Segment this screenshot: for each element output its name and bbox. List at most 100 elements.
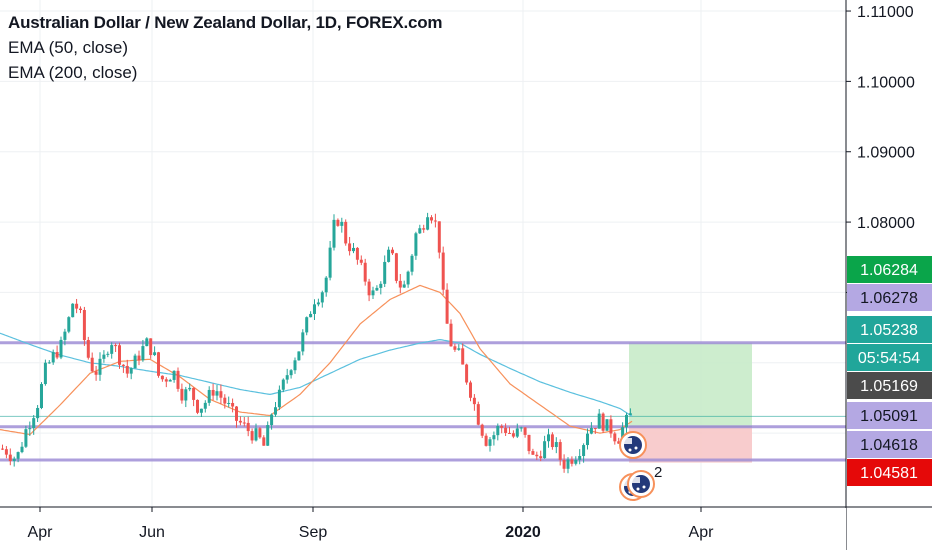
candle-body[interactable] [71, 303, 75, 318]
candle-body[interactable] [153, 352, 157, 356]
candle-body[interactable] [40, 384, 43, 408]
candle-body[interactable] [305, 317, 309, 333]
candle-body[interactable] [98, 358, 102, 375]
candle-body[interactable] [285, 375, 289, 380]
candle-body[interactable] [601, 413, 605, 431]
candle-body[interactable] [242, 422, 246, 424]
candle-body[interactable] [55, 352, 59, 358]
candle-body[interactable] [316, 302, 320, 305]
candle-body[interactable] [332, 219, 336, 248]
candle-body[interactable] [597, 413, 601, 429]
candle-body[interactable] [320, 292, 324, 303]
candle-body[interactable] [617, 441, 621, 444]
candle-body[interactable] [293, 360, 297, 371]
candle-body[interactable] [207, 389, 211, 403]
candle-body[interactable] [515, 428, 519, 437]
candle-body[interactable] [277, 389, 281, 408]
candle-body[interactable] [328, 247, 332, 278]
candle-body[interactable] [12, 458, 16, 462]
target-zone[interactable] [629, 342, 752, 427]
candle-body[interactable] [246, 422, 250, 432]
candle-body[interactable] [582, 445, 586, 457]
candle-body[interactable] [527, 434, 531, 452]
candle-body[interactable] [324, 277, 328, 293]
candle-body[interactable] [621, 427, 625, 444]
price-label[interactable]: 05:54:54 [847, 344, 932, 371]
candle-body[interactable] [359, 259, 363, 263]
price-label[interactable]: 1.06284 [847, 256, 932, 283]
candle-body[interactable] [578, 456, 582, 460]
candle-body[interactable] [258, 428, 262, 438]
candle-body[interactable] [437, 221, 441, 253]
candle-body[interactable] [231, 402, 235, 407]
candle-body[interactable] [297, 351, 301, 361]
candle-body[interactable] [457, 348, 461, 350]
candle-body[interactable] [488, 439, 492, 446]
candle-body[interactable] [558, 442, 562, 460]
candle-body[interactable] [90, 357, 94, 372]
candle-body[interactable] [589, 428, 593, 434]
candle-body[interactable] [203, 402, 207, 409]
candle-body[interactable] [344, 221, 348, 244]
candle-body[interactable] [121, 364, 125, 366]
candle-body[interactable] [547, 434, 550, 442]
candle-body[interactable] [79, 308, 82, 311]
candle-body[interactable] [414, 233, 418, 256]
candle-body[interactable] [289, 370, 293, 376]
candle-body[interactable] [394, 253, 398, 281]
candle-body[interactable] [133, 355, 137, 369]
candle-body[interactable] [227, 402, 231, 404]
candle-body[interactable] [383, 261, 387, 284]
candle-body[interactable] [8, 454, 12, 462]
candle-body[interactable] [480, 424, 484, 436]
candle-body[interactable] [410, 255, 414, 272]
candle-body[interactable] [215, 391, 219, 396]
candle-body[interactable] [543, 441, 547, 459]
price-label[interactable]: 1.04618 [847, 431, 932, 458]
candle-body[interactable] [449, 323, 453, 347]
candle-body[interactable] [36, 407, 40, 419]
candle-body[interactable] [266, 425, 270, 446]
candle-body[interactable] [118, 345, 121, 365]
candle-body[interactable] [125, 365, 129, 374]
australia-flag-icon[interactable] [619, 431, 647, 459]
candle-body[interactable] [32, 418, 36, 429]
candle-body[interactable] [235, 406, 238, 421]
price-label[interactable]: 1.04581 [847, 459, 932, 486]
candle-body[interactable] [196, 399, 199, 413]
time-axis[interactable] [0, 508, 846, 550]
candle-body[interactable] [476, 404, 480, 425]
candle-body[interactable] [336, 219, 340, 226]
candle-body[interactable] [508, 432, 511, 434]
candle-body[interactable] [426, 217, 430, 230]
ema-50-indicator[interactable]: EMA (50, close) [8, 38, 128, 57]
candle-body[interactable] [20, 446, 24, 453]
candle-body[interactable] [59, 339, 63, 358]
price-label[interactable]: 1.05091 [847, 402, 932, 429]
candle-body[interactable] [274, 407, 277, 415]
candle-body[interactable] [164, 379, 168, 382]
candle-body[interactable] [496, 425, 500, 436]
price-label[interactable]: 1.05169 [847, 372, 932, 399]
candle-body[interactable] [609, 419, 613, 434]
candle-body[interactable] [445, 289, 449, 324]
candle-body[interactable] [114, 345, 118, 347]
candle-body[interactable] [157, 352, 160, 376]
price-label[interactable]: 1.06278 [847, 284, 932, 311]
candle-body[interactable] [535, 454, 539, 457]
candle-body[interactable] [430, 217, 433, 221]
candle-body[interactable] [238, 420, 242, 423]
candle-body[interactable] [24, 429, 28, 447]
candle-body[interactable] [406, 271, 410, 285]
candle-body[interactable] [340, 221, 344, 226]
candle-body[interactable] [192, 387, 196, 400]
candle-body[interactable] [180, 388, 184, 401]
candle-body[interactable] [523, 427, 527, 435]
candle-body[interactable] [184, 389, 188, 401]
price-label[interactable]: 1.05238 [847, 316, 932, 343]
candle-body[interactable] [270, 414, 274, 426]
candle-body[interactable] [172, 370, 176, 380]
candle-body[interactable] [176, 370, 180, 389]
candle-body[interactable] [86, 339, 90, 358]
